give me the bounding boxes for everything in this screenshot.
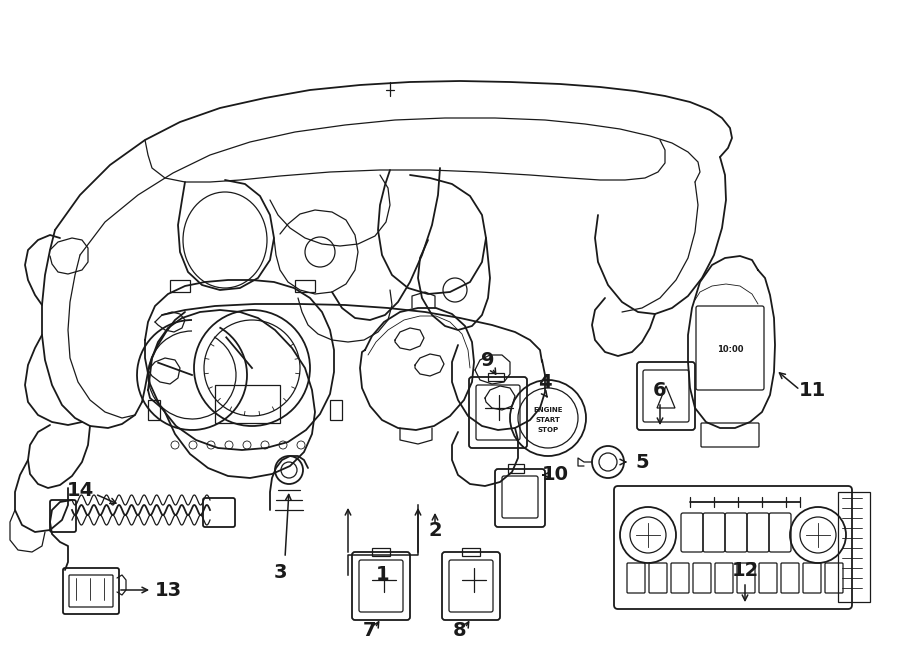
Bar: [170, 280, 190, 292]
Bar: [372, 548, 390, 556]
Text: 4: 4: [538, 373, 552, 391]
Text: 11: 11: [798, 381, 825, 399]
Text: 9: 9: [482, 350, 495, 369]
Text: 10:00: 10:00: [716, 346, 743, 354]
Text: 8: 8: [454, 620, 467, 639]
Bar: [462, 548, 480, 556]
Text: START: START: [536, 417, 561, 423]
Bar: [295, 280, 315, 292]
Text: STOP: STOP: [537, 427, 559, 433]
Text: 1: 1: [376, 565, 390, 585]
Text: 6: 6: [653, 381, 667, 399]
Bar: [148, 400, 160, 420]
Bar: [508, 464, 524, 473]
Bar: [488, 373, 504, 381]
Text: 12: 12: [732, 561, 759, 579]
Text: 13: 13: [155, 581, 182, 600]
Text: 7: 7: [364, 620, 377, 639]
Text: 2: 2: [428, 520, 442, 540]
Bar: [838, 492, 870, 602]
Bar: [215, 385, 280, 423]
Text: 14: 14: [67, 481, 94, 500]
Text: 5: 5: [635, 453, 649, 471]
Text: ENGINE: ENGINE: [533, 407, 562, 413]
Text: 10: 10: [542, 465, 569, 485]
Text: 3: 3: [274, 563, 287, 581]
Bar: [330, 400, 342, 420]
